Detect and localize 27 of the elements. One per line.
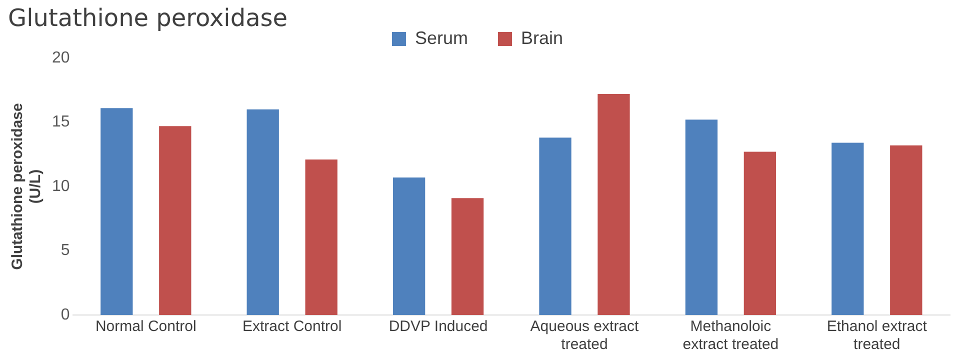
bar: [598, 94, 630, 315]
bar: [305, 160, 338, 315]
bar: [451, 198, 484, 315]
x-tick-label: Ethanol extract treated: [826, 318, 928, 354]
bar: [890, 145, 922, 315]
y-tick-label: 15: [52, 114, 70, 131]
x-tick-label: Methanoloic extract treated: [682, 318, 779, 354]
y-axis-title: Glutathione peroxidase (U/L): [9, 103, 44, 270]
bar: [832, 142, 864, 315]
bar: [392, 178, 426, 315]
x-tick-label: DDVP Induced: [388, 318, 488, 336]
bar: [100, 108, 133, 315]
y-tick-label: 20: [52, 49, 70, 66]
x-tick-label: Normal Control: [95, 318, 196, 336]
x-tick-label: Extract Control: [242, 318, 342, 336]
x-tick-label: Aqueous extract treated: [530, 318, 640, 354]
y-tick-label: 10: [52, 178, 70, 195]
bar: [539, 138, 572, 315]
y-tick-label: 0: [60, 306, 70, 324]
chart-title: Glutathione peroxidase: [8, 4, 288, 32]
bar: [685, 120, 718, 315]
bar: [744, 152, 776, 315]
legend-label: Serum: [414, 28, 468, 48]
y-tick-label: 5: [60, 242, 70, 260]
bar: [159, 126, 192, 315]
bar: [246, 109, 279, 315]
legend-label: Brain: [521, 28, 564, 48]
